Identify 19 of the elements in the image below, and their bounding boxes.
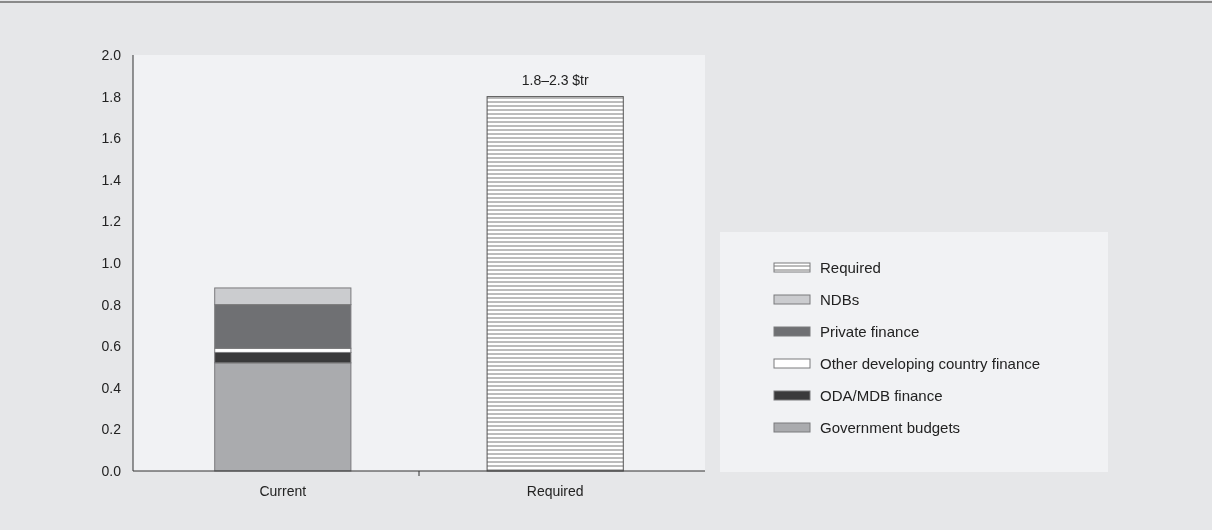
x-tick-label: Current: [259, 482, 307, 499]
y-tick-label: 0.0: [101, 462, 122, 479]
legend-label: NDBs: [820, 291, 860, 309]
y-tick-label: 1.0: [101, 254, 122, 271]
annotation: 1.8–2.3 $tr: [521, 71, 589, 88]
legend-label: Other developing country finance: [820, 355, 1041, 373]
y-tick-label: 0.2: [101, 421, 122, 438]
y-tick-label: 1.8: [101, 88, 122, 105]
y-tick-label: 0.6: [101, 338, 122, 355]
y-tick-label: 1.2: [101, 213, 122, 230]
y-tick-label: 0.8: [101, 296, 122, 313]
y-tick-label: 0.4: [101, 379, 122, 396]
y-tick-label: 1.4: [101, 171, 122, 188]
y-tick-label: 1.6: [101, 130, 122, 147]
legend-label: Private finance: [820, 323, 920, 341]
legend-label: ODA/MDB finance: [820, 387, 943, 405]
y-tick-label: 2.0: [101, 46, 122, 63]
legend-label: Required: [820, 259, 881, 277]
legend-label: Government budgets: [820, 419, 961, 437]
